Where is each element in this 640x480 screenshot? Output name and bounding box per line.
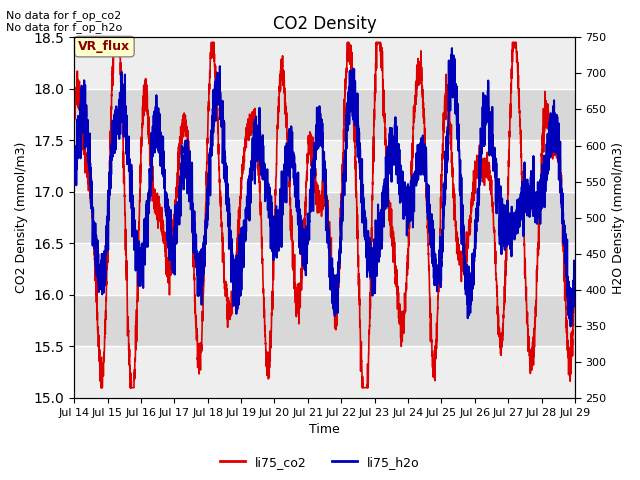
Title: CO2 Density: CO2 Density bbox=[273, 15, 376, 33]
Bar bbox=[74, 37, 575, 89]
Bar bbox=[74, 243, 575, 295]
Bar bbox=[74, 140, 575, 192]
Legend: li75_co2, li75_h2o: li75_co2, li75_h2o bbox=[215, 451, 425, 474]
Bar bbox=[74, 347, 575, 398]
Text: VR_flux: VR_flux bbox=[78, 40, 131, 53]
Bar bbox=[74, 295, 575, 347]
Bar bbox=[74, 89, 575, 140]
Y-axis label: H2O Density (mmol/m3): H2O Density (mmol/m3) bbox=[612, 142, 625, 294]
Y-axis label: CO2 Density (mmol/m3): CO2 Density (mmol/m3) bbox=[15, 142, 28, 293]
X-axis label: Time: Time bbox=[309, 423, 340, 436]
Text: No data for f_op_co2
No data for f_op_h2o: No data for f_op_co2 No data for f_op_h2… bbox=[6, 10, 123, 33]
Bar bbox=[74, 192, 575, 243]
